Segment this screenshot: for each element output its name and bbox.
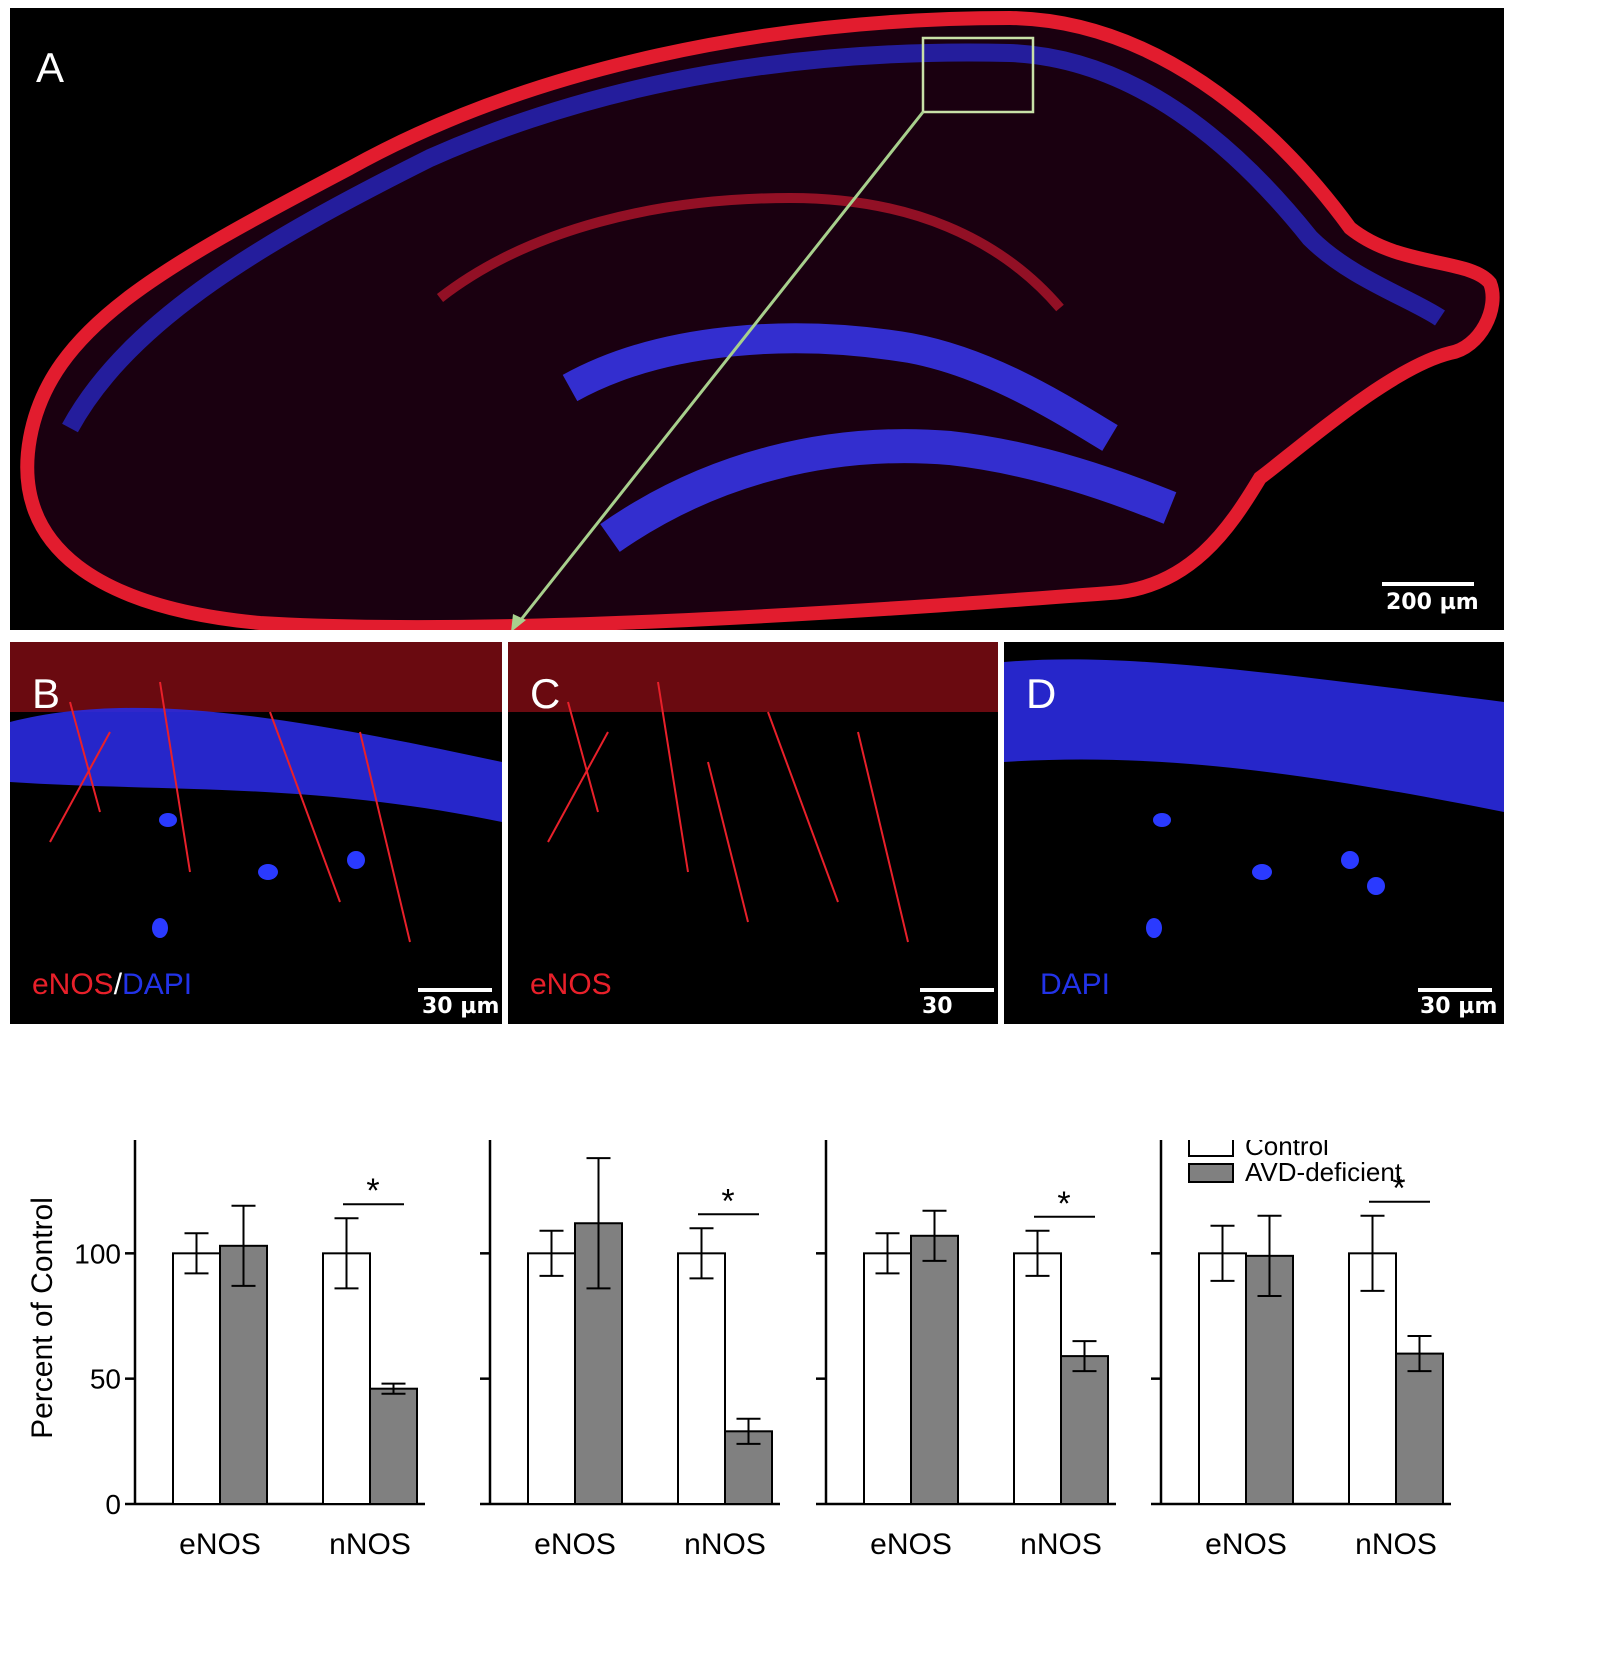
x-tick-label: nNOS <box>1020 1528 1102 1561</box>
x-tick-label: nNOS <box>684 1528 766 1561</box>
x-tick-label: nNOS <box>1355 1528 1437 1561</box>
y-tick-label: 0 <box>105 1489 121 1520</box>
zoom-region-box <box>921 36 1035 114</box>
significance-star: * <box>721 1182 734 1220</box>
scale-text-a: 200 µm <box>1386 590 1479 615</box>
scale-bar-c <box>920 988 994 992</box>
bar <box>527 1252 576 1506</box>
bar <box>322 1252 371 1506</box>
bar <box>677 1252 726 1506</box>
bar <box>369 1387 418 1505</box>
x-tick-label: eNOS <box>1205 1528 1287 1561</box>
stain-label-sep: / <box>113 968 123 1001</box>
x-tick-label: eNOS <box>179 1528 261 1561</box>
y-axis-label: Percent of Control <box>26 1197 59 1439</box>
stain-label-c: eNOS <box>530 968 612 1001</box>
scale-bar-d <box>1418 988 1492 992</box>
scale-text-c: 30 µm <box>922 994 961 1024</box>
panel-label-a: A <box>36 44 65 91</box>
bar <box>863 1252 912 1506</box>
panel-label-d: D <box>1026 670 1057 717</box>
dapi-image <box>1004 659 1504 938</box>
legend-swatch <box>1188 1140 1234 1157</box>
significance-star: * <box>1392 1170 1405 1208</box>
stain-label-b: eNOS/DAPI <box>32 968 192 1002</box>
bar <box>1348 1252 1397 1506</box>
y-tick-label: 100 <box>74 1238 121 1269</box>
legend-swatch <box>1188 1163 1234 1183</box>
panel-label-c: C <box>530 670 561 717</box>
scale-bar-b <box>418 988 492 992</box>
significance-star: * <box>1057 1185 1070 1223</box>
stain-label-red: eNOS <box>32 968 114 1001</box>
micrograph-panel-d: D DAPI 30 µm <box>1004 642 1504 1024</box>
bar <box>1013 1252 1062 1506</box>
scale-text-b: 30 µm <box>422 994 500 1019</box>
x-tick-label: eNOS <box>870 1528 952 1561</box>
bar <box>219 1244 268 1506</box>
significance-star: * <box>366 1172 379 1210</box>
x-tick-label: nNOS <box>329 1528 411 1561</box>
y-tick-label: 50 <box>90 1364 121 1395</box>
panel-label-b: B <box>32 670 61 717</box>
enos-image <box>508 642 998 943</box>
y-tick-label: 150 <box>74 1140 121 1144</box>
bar <box>1198 1252 1247 1506</box>
micrograph-panel-a: A 200 µm <box>10 8 1504 630</box>
micrograph-panel-b: B eNOS/DAPI 30 µm <box>10 642 502 1024</box>
bar <box>910 1234 959 1506</box>
zoom-arrow <box>514 111 925 627</box>
scale-text-d: 30 µm <box>1420 994 1498 1019</box>
hippocampus-image <box>20 10 1500 630</box>
bar <box>1060 1355 1109 1505</box>
x-tick-label: eNOS <box>534 1528 616 1561</box>
micrograph-panel-c: C eNOS 30 µm <box>508 642 998 1024</box>
legend-label: Control <box>1245 1140 1329 1161</box>
stain-label-blue: DAPI <box>122 968 193 1001</box>
stain-label-d: DAPI <box>1040 968 1111 1001</box>
bar <box>172 1252 221 1506</box>
enos-dapi-merge-image <box>10 642 502 943</box>
bar <box>1395 1352 1444 1505</box>
bar-charts: ECA1050100150Percent of ControleNOSnNOS*… <box>26 1140 1451 1561</box>
legend-label: AVD-deficient <box>1245 1157 1403 1187</box>
scale-bar-a <box>1382 582 1474 586</box>
bar <box>1245 1254 1294 1505</box>
